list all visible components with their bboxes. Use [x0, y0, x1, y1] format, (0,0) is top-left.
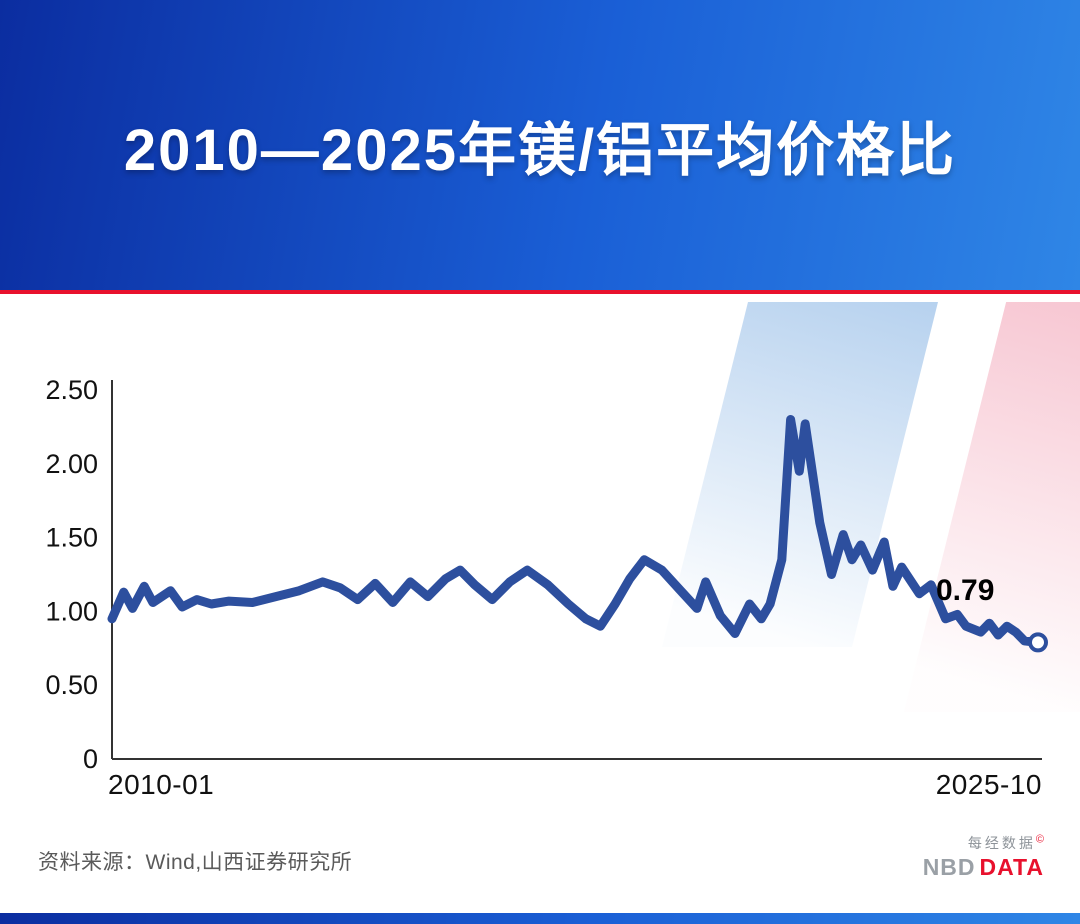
svg-text:0.50: 0.50 [45, 670, 98, 700]
nbd-logo: 每经数据© NBD DATA [923, 833, 1044, 881]
brand-nbd-text: NBD [922, 854, 976, 880]
copyright-mark: © [1035, 833, 1044, 846]
bottom-bar [0, 913, 1080, 924]
brand-english-line: NBD DATA [923, 854, 1044, 881]
svg-text:2.50: 2.50 [45, 375, 98, 405]
end-value-label: 0.79 [936, 574, 995, 608]
brand-chinese: 每经数据 [967, 835, 1036, 851]
svg-text:1.00: 1.00 [45, 596, 98, 626]
brand-data-text: DATA [979, 854, 1044, 880]
svg-text:0: 0 [83, 744, 98, 774]
x-axis-label-start: 2010-01 [108, 769, 215, 800]
brand-chinese-line: 每经数据© [923, 833, 1044, 853]
banner: 2010—2025年镁/铝平均价格比 [0, 0, 1080, 290]
svg-text:2.00: 2.00 [45, 449, 98, 479]
x-axis-label-end: 2025-10 [935, 769, 1042, 800]
chart-area: 0 0.50 1.00 1.50 2.00 2.50 2010-01 2025-10 0.… [0, 294, 1080, 824]
chart-title: 2010—2025年镁/铝平均价格比 [123, 118, 957, 183]
red-divider [0, 290, 1080, 294]
svg-text:1.50: 1.50 [45, 523, 98, 553]
line-chart: 0 0.50 1.00 1.50 2.00 2.50 [45, 375, 1048, 774]
data-source: 资料来源：Wind,山西证券研究所 [38, 851, 353, 874]
